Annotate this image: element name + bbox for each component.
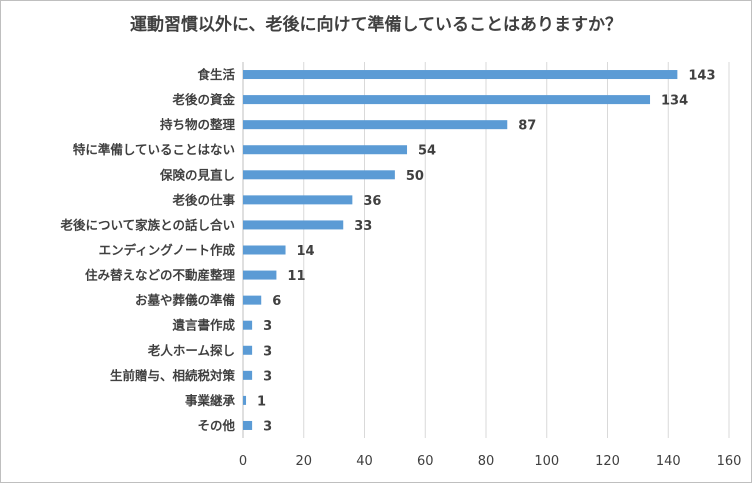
x-tick-label-20: 20 — [295, 454, 312, 469]
value-label-12: 3 — [263, 369, 272, 384]
category-label-13: 事業継承 — [185, 393, 236, 408]
value-label-0: 143 — [688, 69, 715, 84]
chart-title: 運動習慣以外に、老後に向けて準備していることはありますか？ — [130, 15, 622, 35]
x-tick-label-60: 60 — [417, 454, 434, 469]
category-label-3: 特に準備していることはない — [73, 142, 235, 157]
x-tick-label-80: 80 — [478, 454, 495, 469]
value-label-3: 54 — [418, 144, 436, 159]
bar-2 — [243, 120, 508, 130]
category-label-5: 老後の仕事 — [171, 192, 235, 207]
category-label-14: その他 — [197, 418, 235, 433]
bar-13 — [243, 395, 247, 405]
category-label-10: 遺言書作成 — [171, 318, 235, 333]
x-tick-label-40: 40 — [356, 454, 373, 469]
bar-12 — [243, 370, 253, 380]
bar-4 — [243, 170, 395, 180]
x-tick-label-140: 140 — [656, 454, 681, 469]
category-label-2: 持ち物の整理 — [160, 117, 236, 132]
value-label-14: 3 — [263, 419, 272, 434]
bar-10 — [243, 320, 253, 330]
bar-9 — [243, 295, 262, 305]
value-label-8: 11 — [287, 269, 305, 284]
category-label-8: 住み替えなどの不動産整理 — [85, 268, 236, 283]
value-label-5: 36 — [363, 194, 381, 209]
category-label-6: 老後について家族との話し合い — [59, 217, 235, 232]
value-label-2: 87 — [518, 119, 536, 134]
value-label-6: 33 — [354, 219, 372, 234]
value-label-4: 50 — [406, 169, 424, 184]
value-label-11: 3 — [263, 344, 272, 359]
category-label-0: 食生活 — [196, 67, 235, 82]
value-label-1: 134 — [661, 94, 688, 109]
value-label-9: 6 — [272, 294, 281, 309]
bar-1 — [243, 95, 651, 105]
x-tick-label-100: 100 — [534, 454, 559, 469]
x-tick-label-120: 120 — [595, 454, 620, 469]
category-label-9: お墓や葬儀の準備 — [135, 293, 236, 308]
value-label-10: 3 — [263, 319, 272, 334]
x-tick-label-160: 160 — [717, 454, 742, 469]
bar-8 — [243, 270, 277, 280]
category-label-11: 老人ホーム探し — [147, 343, 235, 358]
bar-3 — [243, 145, 408, 155]
bar-6 — [243, 220, 344, 230]
bar-5 — [243, 195, 353, 205]
bar-11 — [243, 345, 253, 355]
category-label-12: 生前贈与、相続税対策 — [110, 368, 236, 383]
category-label-1: 老後の資金 — [171, 92, 235, 107]
bar-14 — [243, 420, 253, 430]
bar-0 — [243, 70, 678, 80]
category-label-4: 保険の見直し — [159, 167, 235, 182]
bar-7 — [243, 245, 286, 255]
x-tick-label-0: 0 — [239, 454, 247, 469]
category-label-7: エンディングノート作成 — [99, 243, 236, 258]
value-label-7: 14 — [297, 244, 315, 259]
value-label-13: 1 — [257, 394, 266, 409]
